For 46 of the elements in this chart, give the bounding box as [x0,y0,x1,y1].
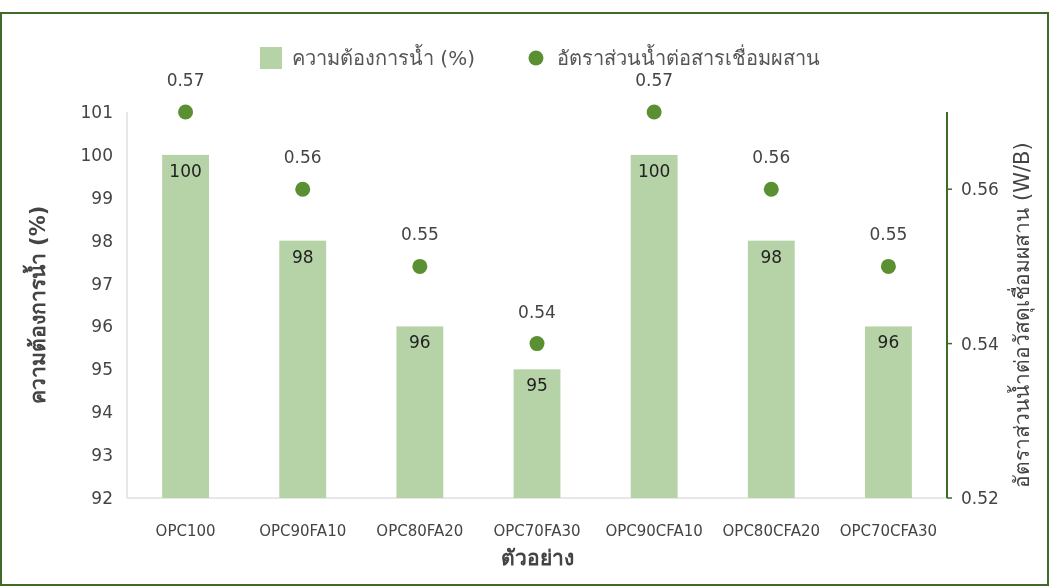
data-label: 100 [637,160,671,181]
point [295,181,311,197]
point [178,104,194,120]
point [763,181,779,197]
data-label: 0.57 [166,70,205,90]
point [412,258,428,274]
legend-label: ความต้องการน้ำ (%) [292,44,475,70]
y-tick-label: 95 [91,359,113,380]
x-tick-label: OPC90FA10 [259,522,347,540]
y-tick-label: 92 [91,488,113,508]
y-tick-label: 99 [91,187,113,208]
y2-tick-label: 0.54 [961,333,999,354]
x-tick-label: OPC70CFA30 [839,522,938,540]
data-label: 0.56 [752,147,791,168]
y-tick-label: 93 [91,445,113,466]
y-tick-label: 101 [80,102,113,122]
y2-tick-label: 0.56 [961,179,999,200]
legend-label: อัตราส่วนน้ำต่อสารเชื่อมผสาน [556,44,820,70]
point [880,258,896,274]
y-tick-label: 100 [80,144,113,165]
x-axis-title: ตัวอย่าง [500,546,574,570]
data-label: 0.55 [400,224,439,245]
data-label: 95 [526,375,548,396]
y2-tick-label: 0.52 [961,488,999,508]
data-label: 100 [169,160,202,181]
y-tick-label: 97 [91,273,113,294]
y-tick-label: 98 [91,230,113,251]
point [529,336,545,352]
y-tick-label: 96 [91,316,113,337]
x-tick-label: OPC100 [155,522,216,540]
y-axis-title: ความต้องการน้ำ (%) [22,205,50,405]
data-label: 0.55 [869,224,908,245]
data-label: 0.56 [283,147,322,168]
data-label: 98 [760,246,783,267]
data-label: 96 [877,332,900,353]
x-tick-label: OPC70FA30 [493,522,581,540]
data-label: 0.57 [635,70,674,90]
x-tick-label: OPC80FA20 [376,522,464,540]
data-label: 98 [291,246,314,267]
x-tick-label: OPC90CFA10 [605,522,703,540]
y-tick-label: 94 [91,402,113,423]
x-tick-label: OPC80CFA20 [722,522,821,540]
data-label: 96 [409,332,431,353]
y2-axis-title: อัตราส่วนน้ำต่อวัสดุเชื่อมผสาน (W/B) [1007,142,1035,488]
point [646,104,662,120]
data-label: 0.54 [518,301,556,322]
